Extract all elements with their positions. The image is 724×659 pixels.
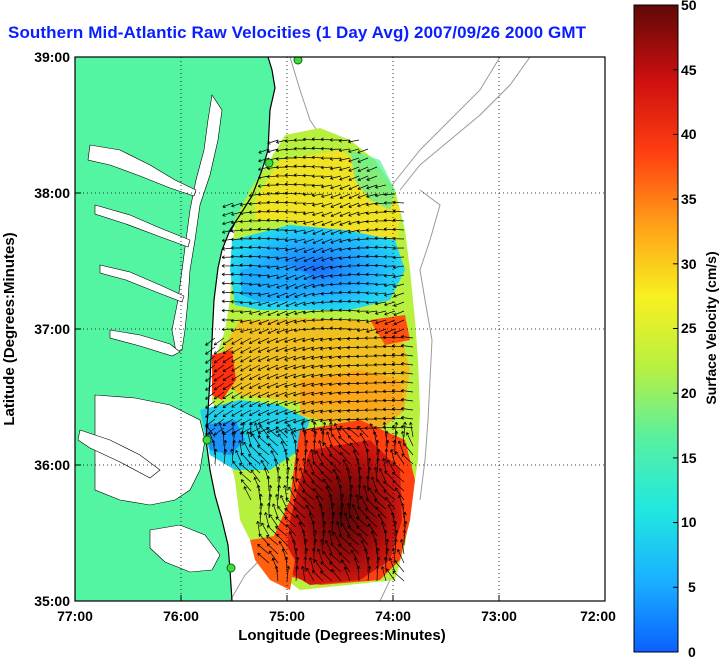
- map-title: Southern Mid-Atlantic Raw Velocities (1 …: [8, 23, 587, 42]
- colorbar-tick-label: 0: [688, 644, 696, 659]
- y-tick-label: 35:00: [34, 593, 70, 609]
- velocity-vectors: [205, 137, 414, 582]
- y-tick-label: 37:00: [34, 321, 70, 337]
- x-tick-label: 73:00: [481, 608, 517, 624]
- colorbar-tick-label: 10: [681, 514, 697, 530]
- velocity-field: [200, 128, 420, 590]
- colorbar-tick-label: 25: [681, 320, 697, 336]
- colorbar-label: Surface Velocity (cm/s): [703, 251, 719, 404]
- x-axis-label: Longitude (Degrees:Minutes): [238, 627, 446, 644]
- velocity-arrows: [205, 137, 414, 582]
- x-tick-label: 77:00: [57, 608, 93, 624]
- colorbar-tick-label: 15: [681, 450, 697, 466]
- chesapeake-bay: [77, 94, 223, 573]
- colorbar-tick-label: 50: [681, 0, 697, 13]
- y-tick-label: 36:00: [34, 457, 70, 473]
- colorbar-tick-label: 40: [681, 126, 697, 142]
- y-axis-label: Latitude (Degrees:Minutes): [1, 232, 18, 425]
- radar-sites: [202, 57, 303, 573]
- y-tick-label: 38:00: [34, 185, 70, 201]
- colorbar-tick-label: 35: [681, 191, 697, 207]
- colorbar: [633, 4, 679, 653]
- colorbar-tick-label: 5: [688, 579, 696, 595]
- colorbar-tick-label: 45: [681, 62, 697, 78]
- y-tick-label: 39:00: [34, 49, 70, 65]
- coastline: [205, 57, 276, 601]
- x-tick-label: 72:00: [580, 608, 616, 624]
- grid-lines: [75, 57, 605, 601]
- x-tick-label: 76:00: [163, 608, 199, 624]
- colorbar-tick-label: 20: [681, 385, 697, 401]
- x-tick-label: 74:00: [375, 608, 411, 624]
- x-tick-label: 75:00: [269, 608, 305, 624]
- colorbar-tick-label: 30: [681, 256, 697, 272]
